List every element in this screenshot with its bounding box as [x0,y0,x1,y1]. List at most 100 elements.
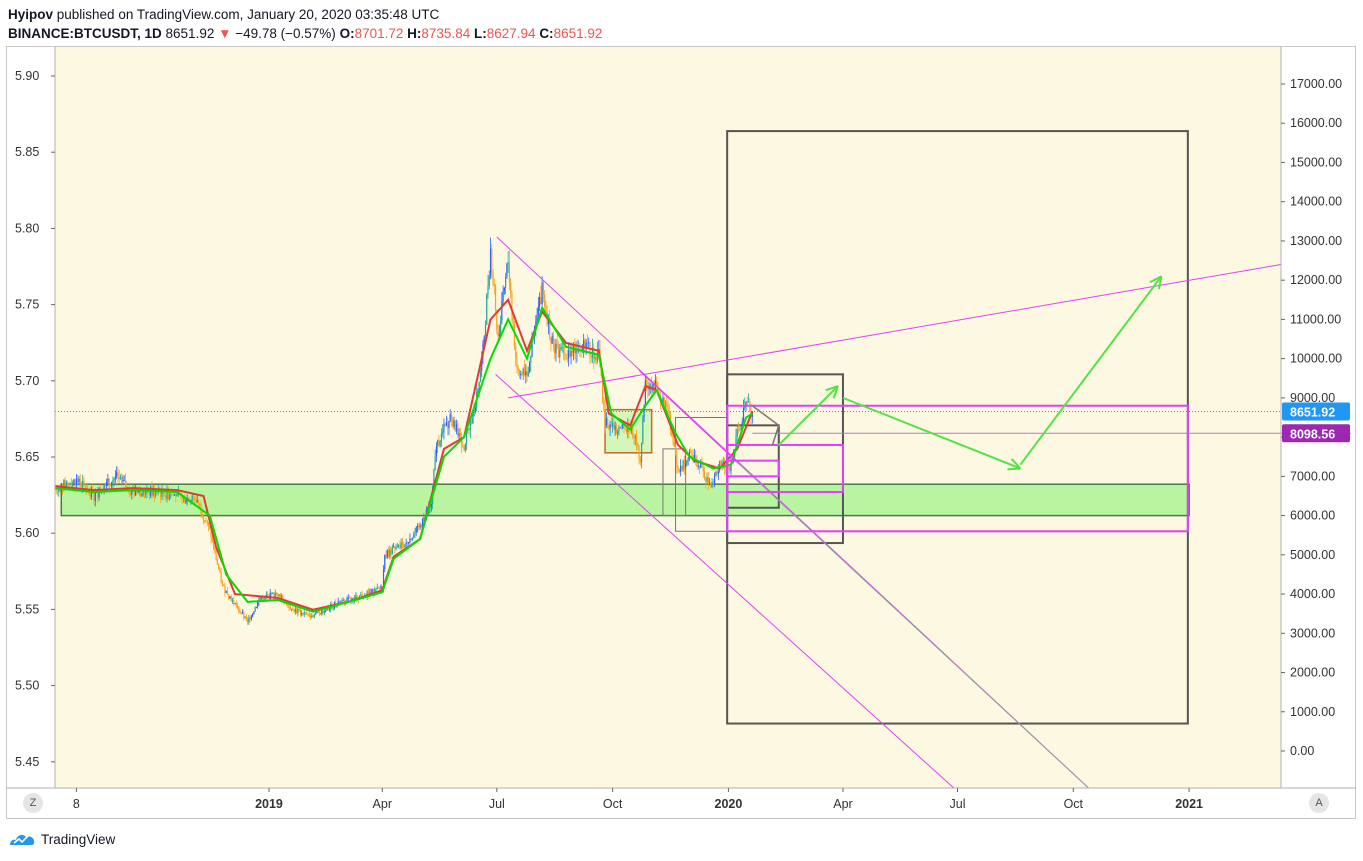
candle-body [673,439,675,447]
candle-body [88,492,90,494]
candle-body [185,499,187,503]
gray-box [662,448,687,517]
candle-body [584,340,586,349]
candle-body [239,611,241,613]
candle-body [489,248,492,276]
candle-body [375,589,377,591]
candle-body [248,617,250,623]
candle-body [413,534,415,538]
right-tick-label: 6000.00 [1290,509,1335,523]
candle-body [512,315,514,325]
candle-body [250,616,252,620]
zoom-reset-button[interactable]: Z [23,793,43,813]
brand-name[interactable]: TradingView [41,831,116,847]
candle-body [395,546,397,550]
candle-body [652,383,654,391]
candle-body [328,608,331,610]
candle-body [165,495,167,499]
candle-body [231,600,234,602]
candle-body [667,407,669,411]
candle-body [80,486,83,488]
candle-body [605,418,607,426]
candle-body [131,489,133,495]
candle-body [468,428,470,431]
level-price-tag: 8098.56 [1282,424,1350,443]
candle-body [302,613,304,615]
candle-body [78,478,80,483]
candle-body [172,495,174,497]
candle-body [705,478,707,482]
high-label: H: [407,26,422,41]
time-tick-label: Oct [603,797,623,811]
candle-body [539,297,541,307]
candle-body [119,477,122,480]
candle-body [628,423,630,431]
candle-body [372,589,375,595]
candle-body [215,550,217,560]
auto-scale-button[interactable]: A [1309,793,1329,813]
candle-body [583,340,585,349]
candle-body [619,427,621,429]
candle-body [192,495,195,498]
candle-body [742,408,745,422]
candle-body [595,356,597,361]
candle-body [202,516,205,521]
author-name[interactable]: Hyipov [8,7,54,22]
candle-body [408,542,410,544]
candle-body [123,480,125,482]
candle-body [449,413,451,421]
current-price-tag: 8651.92 [1282,402,1350,421]
time-tick-label: Jul [950,797,966,811]
candle-body [280,595,283,600]
candle-body [89,492,91,497]
forecast-arrow [778,385,839,446]
candle-body [420,524,422,529]
candle-body [721,463,723,465]
candle-body [707,477,709,484]
candle-body [58,487,60,492]
candle-body [106,481,108,486]
candle-body [254,607,256,612]
candle-body [690,451,692,454]
candle-body [376,587,378,590]
candle-body [301,613,303,615]
candle-body [249,617,251,620]
candle-body [69,484,71,486]
candle-body [697,465,699,467]
candle-body [423,517,425,519]
candle-body [487,285,489,295]
drawings [495,236,1281,788]
candle-body [515,345,517,357]
candle-body [664,403,667,405]
candle-body [275,592,278,594]
candle-body [235,603,237,607]
candle-body [535,321,537,326]
candle-body [444,424,446,426]
time-tick-label: 8 [73,797,80,811]
candle-body [145,492,147,494]
candle-body [323,611,325,613]
candle-body [259,597,261,600]
candle-body [439,440,441,446]
right-tick-label: 10000.00 [1290,352,1342,366]
support-zone [60,483,1190,517]
candle-body [253,611,255,615]
candle-body [209,525,211,529]
candle-body [297,608,299,614]
candle-body [483,336,485,344]
candle-body [741,421,743,428]
candle-body [175,494,177,497]
candle-body [166,489,168,499]
candle-body [440,433,443,441]
candle-body [646,380,648,386]
candle-body [632,425,634,438]
candle-body [211,538,213,541]
candle-body [399,544,401,549]
last-price: 8651.92 [165,26,215,41]
candle-body [316,611,318,614]
candle-body [385,555,387,558]
candle-body [544,295,546,307]
candle-body [267,594,269,596]
candle-body [345,603,347,605]
